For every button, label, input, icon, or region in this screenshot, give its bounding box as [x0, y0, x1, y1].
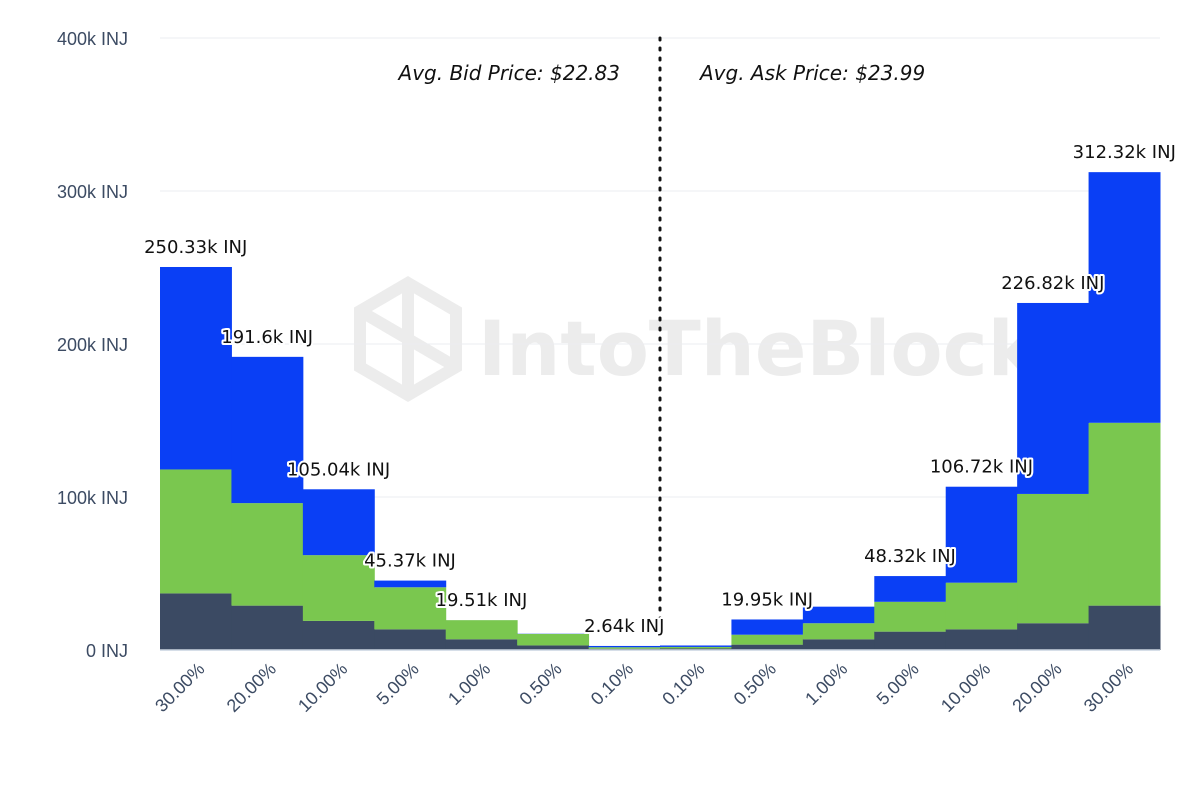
x-tick-label: 1.00%	[801, 659, 851, 709]
bar-segment	[945, 629, 1018, 650]
bar-segment	[1017, 302, 1090, 494]
bar-segment	[731, 619, 804, 635]
data-label: 19.51k INJ	[436, 590, 528, 611]
x-tick-label: 0.50%	[730, 659, 780, 709]
x-tick-label: 0.10%	[658, 659, 708, 709]
bar-segment	[1088, 172, 1161, 423]
x-tick-label: 5.00%	[873, 659, 923, 709]
x-tick-label: 20.00%	[1008, 659, 1065, 716]
bar-segment	[302, 620, 375, 650]
bar-segment	[802, 623, 875, 640]
bar-segment	[660, 648, 732, 650]
watermark-text: IntoTheBlock	[478, 304, 1040, 393]
watermark: IntoTheBlock	[354, 276, 1040, 402]
data-label: 106.72k INJ	[930, 457, 1033, 478]
bar-segment	[1088, 422, 1161, 606]
y-tick-label: 300k INJ	[57, 182, 128, 202]
bar-segment	[874, 601, 947, 632]
data-label: 226.82k INJ	[1001, 273, 1104, 294]
bar-segment	[160, 266, 232, 470]
bar-segment	[1017, 623, 1090, 650]
data-label: 250.33k INJ	[144, 237, 247, 258]
bar-segment	[445, 620, 518, 640]
bars	[160, 172, 1161, 650]
bar-segment	[802, 639, 875, 650]
data-label: 312.32k INJ	[1073, 142, 1176, 163]
bar-segment	[1017, 493, 1090, 624]
bar-segment	[302, 555, 375, 621]
y-tick-label: 400k INJ	[57, 29, 128, 49]
bar-segment	[802, 606, 875, 624]
x-tick-label: 10.00%	[937, 659, 994, 716]
y-tick-label: 200k INJ	[57, 335, 128, 355]
bar-segment	[445, 639, 518, 650]
x-tick-label: 30.00%	[1080, 659, 1137, 716]
x-tick-label: 0.10%	[587, 659, 637, 709]
x-tick-label: 5.00%	[373, 659, 423, 709]
avg-ask-price-annotation: Avg. Ask Price: $23.99	[698, 61, 925, 85]
bar-segment	[160, 593, 232, 650]
data-label: 2.64k INJ	[584, 616, 664, 637]
bar-segment	[231, 356, 304, 504]
avg-bid-price-annotation: Avg. Bid Price: $22.83	[397, 61, 620, 85]
x-tick-label: 30.00%	[151, 659, 208, 716]
x-tick-label: 10.00%	[294, 659, 351, 716]
data-label: 105.04k INJ	[287, 459, 390, 480]
x-tick-label: 20.00%	[223, 659, 280, 716]
bar-segment	[731, 644, 804, 650]
bar-segment	[160, 469, 232, 594]
y-axis: 0 INJ 100k INJ 200k INJ 300k INJ 400k INJ	[57, 29, 128, 661]
bar-segment	[374, 580, 447, 588]
bar-segment	[660, 646, 732, 649]
bar-segment	[374, 587, 447, 630]
y-tick-label: 0 INJ	[86, 641, 128, 661]
bar-segment	[874, 631, 947, 650]
bar-segment	[588, 645, 661, 648]
intotheblock-logo-icon	[354, 276, 462, 402]
bar-segment	[945, 582, 1018, 630]
bar-segment	[1088, 605, 1161, 650]
data-label: 191.6k INJ	[221, 327, 313, 348]
bar-segment	[231, 503, 304, 606]
x-axis: 30.00% 20.00% 10.00% 5.00% 1.00% 0.50% 0.10% 0.…	[151, 659, 1137, 716]
y-tick-label: 100k INJ	[57, 488, 128, 508]
data-label: 45.37k INJ	[364, 551, 456, 572]
x-tick-label: 1.00%	[444, 659, 494, 709]
bar-segment	[517, 633, 590, 646]
data-label: 48.32k INJ	[864, 546, 956, 567]
x-tick-label: 0.50%	[515, 659, 565, 709]
bar-segment	[660, 645, 732, 647]
bar-segment	[302, 489, 375, 556]
bar-segment	[731, 634, 804, 645]
bar-segment	[374, 629, 447, 650]
data-label: 19.95k INJ	[721, 589, 813, 610]
bar-segment	[874, 576, 947, 602]
bar-segment	[945, 486, 1018, 583]
bar-segment	[231, 605, 304, 650]
bar-segment	[517, 645, 590, 650]
total-labels: 250.33k INJ 191.6k INJ 105.04k INJ 45.37k I…	[142, 140, 1178, 639]
bar-segment	[588, 647, 661, 649]
